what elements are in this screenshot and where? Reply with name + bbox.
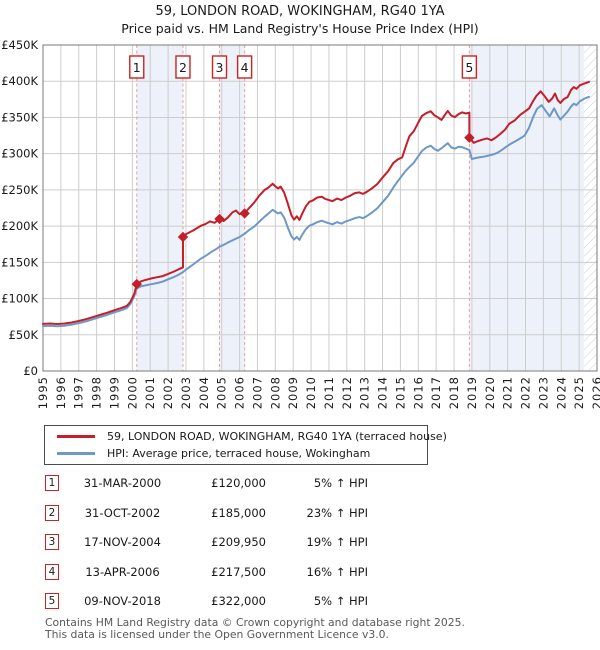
sale-price: £217,500 [211, 564, 266, 579]
sale-date: 31-OCT-2002 [84, 505, 161, 520]
transactions-table: 1 31-MAR-2000 £120,000 5% ↑ HPI 2 31-OCT… [45, 475, 375, 623]
svg-text:2026: 2026 [590, 376, 600, 409]
price-paid-line [42, 80, 590, 326]
table-row: 5 09-NOV-2018 £322,000 5% ↑ HPI [45, 593, 375, 623]
svg-text:2008: 2008 [268, 376, 282, 409]
sale-date-lines [136, 45, 470, 371]
svg-text:2011: 2011 [322, 376, 336, 409]
svg-text:2007: 2007 [250, 376, 264, 409]
svg-text:£200K: £200K [1, 219, 38, 233]
sale-price: £209,950 [211, 535, 266, 549]
svg-text:1996: 1996 [54, 376, 68, 409]
svg-text:£350K: £350K [1, 110, 38, 124]
chart-legend: 59, LONDON ROAD, WOKINGHAM, RG40 1YA (te… [44, 425, 447, 465]
table-row: 2 31-OCT-2002 £185,000 23% ↑ HPI [45, 504, 375, 535]
svg-text:2025: 2025 [572, 376, 586, 409]
sale-number-boxes: 1 2 3 4 5 [129, 55, 478, 79]
sale-number-badge: 5 [45, 593, 59, 609]
svg-text:1: 1 [133, 60, 141, 75]
sale-number-badge: 1 [45, 475, 59, 491]
svg-text:2005: 2005 [215, 376, 229, 409]
x-axis-labels: 1995 1996 1997 1998 1999 2000 2001 2002 2003 2004… [36, 376, 600, 409]
svg-text:2006: 2006 [233, 376, 247, 409]
svg-text:£50K: £50K [9, 328, 39, 342]
sale-price: £185,000 [211, 505, 266, 520]
sale-number-badge: 4 [45, 563, 59, 580]
sale-vs-hpi: 19% ↑ HPI [306, 535, 368, 549]
y-axis-labels: £0 £50K £100K £150K £200K £250K £300K £350K £400… [1, 38, 38, 378]
svg-text:2010: 2010 [304, 376, 318, 409]
sale-number-badge: 3 [45, 534, 59, 550]
sale-vs-hpi: 5% ↑ HPI [313, 476, 368, 490]
legend-item-hpi: HPI: Average price, terraced house, Woki… [45, 447, 427, 461]
sale-number-badge: 2 [45, 504, 59, 521]
svg-text:£300K: £300K [1, 147, 38, 161]
page-subtitle: Price paid vs. HM Land Registry's House … [121, 21, 479, 36]
sale-date: 31-MAR-2000 [83, 476, 162, 490]
svg-text:2009: 2009 [286, 376, 300, 409]
svg-text:£100K: £100K [1, 292, 38, 306]
svg-text:£150K: £150K [1, 255, 38, 269]
sale-price: £120,000 [211, 476, 266, 490]
svg-text:£400K: £400K [1, 74, 38, 88]
svg-text:£450K: £450K [1, 38, 38, 52]
sale-vs-hpi: 16% ↑ HPI [306, 564, 368, 579]
license-footer: Contains HM Land Registry data © Crown c… [45, 617, 465, 640]
sale-date: 09-NOV-2018 [84, 594, 161, 608]
svg-text:2: 2 [179, 60, 187, 75]
svg-text:2002: 2002 [161, 376, 175, 409]
sale-date: 13-APR-2006 [85, 564, 160, 579]
svg-text:£0: £0 [23, 364, 38, 378]
sale-vs-hpi: 5% ↑ HPI [313, 594, 368, 608]
svg-text:3: 3 [216, 60, 224, 75]
footer-line-2: This data is licensed under the Open Gov… [45, 627, 389, 641]
svg-text:2024: 2024 [554, 376, 568, 409]
svg-text:2022: 2022 [519, 376, 533, 409]
svg-text:2012: 2012 [340, 376, 354, 409]
sale-price: £322,000 [211, 594, 266, 608]
table-row: 1 31-MAR-2000 £120,000 5% ↑ HPI [45, 475, 375, 505]
plot-frame [42, 44, 598, 372]
svg-text:2016: 2016 [411, 376, 425, 409]
svg-text:£250K: £250K [1, 183, 38, 197]
svg-text:1995: 1995 [36, 376, 50, 409]
svg-text:5: 5 [465, 60, 473, 75]
sale-markers [131, 132, 475, 290]
svg-text:2003: 2003 [179, 376, 193, 409]
legend-label: HPI: Average price, terraced house, Woki… [107, 447, 371, 460]
svg-text:2001: 2001 [143, 376, 157, 409]
legend-label: 59, LONDON ROAD, WOKINGHAM, RG40 1YA (te… [107, 430, 447, 443]
sale-vs-hpi: 23% ↑ HPI [306, 505, 368, 520]
price-line-swatch [57, 435, 95, 438]
future-hatch [583, 45, 597, 371]
sale-date: 17-NOV-2004 [84, 535, 161, 549]
svg-text:2020: 2020 [483, 376, 497, 409]
svg-text:2019: 2019 [465, 376, 479, 409]
price-hpi-chart: 1 2 3 4 5 £0 £50K £100K £150K £200K £250K £300K £350… [1, 38, 600, 409]
svg-text:4: 4 [241, 60, 249, 75]
hpi-line [42, 95, 590, 328]
svg-text:2014: 2014 [376, 376, 390, 409]
svg-text:1997: 1997 [72, 376, 86, 409]
svg-text:2018: 2018 [447, 376, 461, 409]
legend-item-price: 59, LONDON ROAD, WOKINGHAM, RG40 1YA (te… [45, 430, 447, 444]
svg-text:2004: 2004 [197, 376, 211, 409]
hpi-line-swatch [57, 452, 95, 455]
svg-text:2023: 2023 [536, 376, 550, 409]
svg-text:1998: 1998 [90, 376, 104, 409]
svg-text:2021: 2021 [501, 376, 515, 409]
svg-text:1999: 1999 [107, 376, 121, 409]
svg-text:2015: 2015 [393, 376, 407, 409]
page-title: 59, LONDON ROAD, WOKINGHAM, RG40 1YA [155, 4, 445, 19]
table-row: 4 13-APR-2006 £217,500 16% ↑ HPI [45, 563, 375, 594]
footer-line-1: Contains HM Land Registry data © Crown c… [45, 616, 465, 629]
svg-text:2013: 2013 [358, 376, 372, 409]
table-row: 3 17-NOV-2004 £209,950 19% ↑ HPI [45, 534, 375, 564]
svg-text:2000: 2000 [125, 376, 139, 409]
svg-text:2017: 2017 [429, 376, 443, 409]
